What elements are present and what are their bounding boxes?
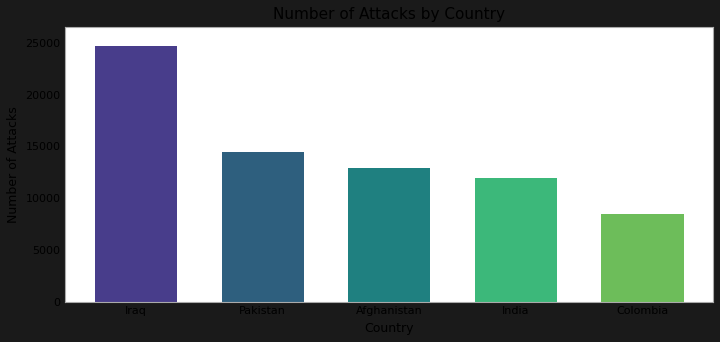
Y-axis label: Number of Attacks: Number of Attacks <box>7 106 20 223</box>
Bar <box>601 214 683 302</box>
Bar <box>348 168 431 302</box>
Bar <box>222 152 304 302</box>
Bar <box>95 46 177 302</box>
X-axis label: Country: Country <box>364 322 414 335</box>
Title: Number of Attacks by Country: Number of Attacks by Country <box>274 7 505 22</box>
Bar <box>474 178 557 302</box>
